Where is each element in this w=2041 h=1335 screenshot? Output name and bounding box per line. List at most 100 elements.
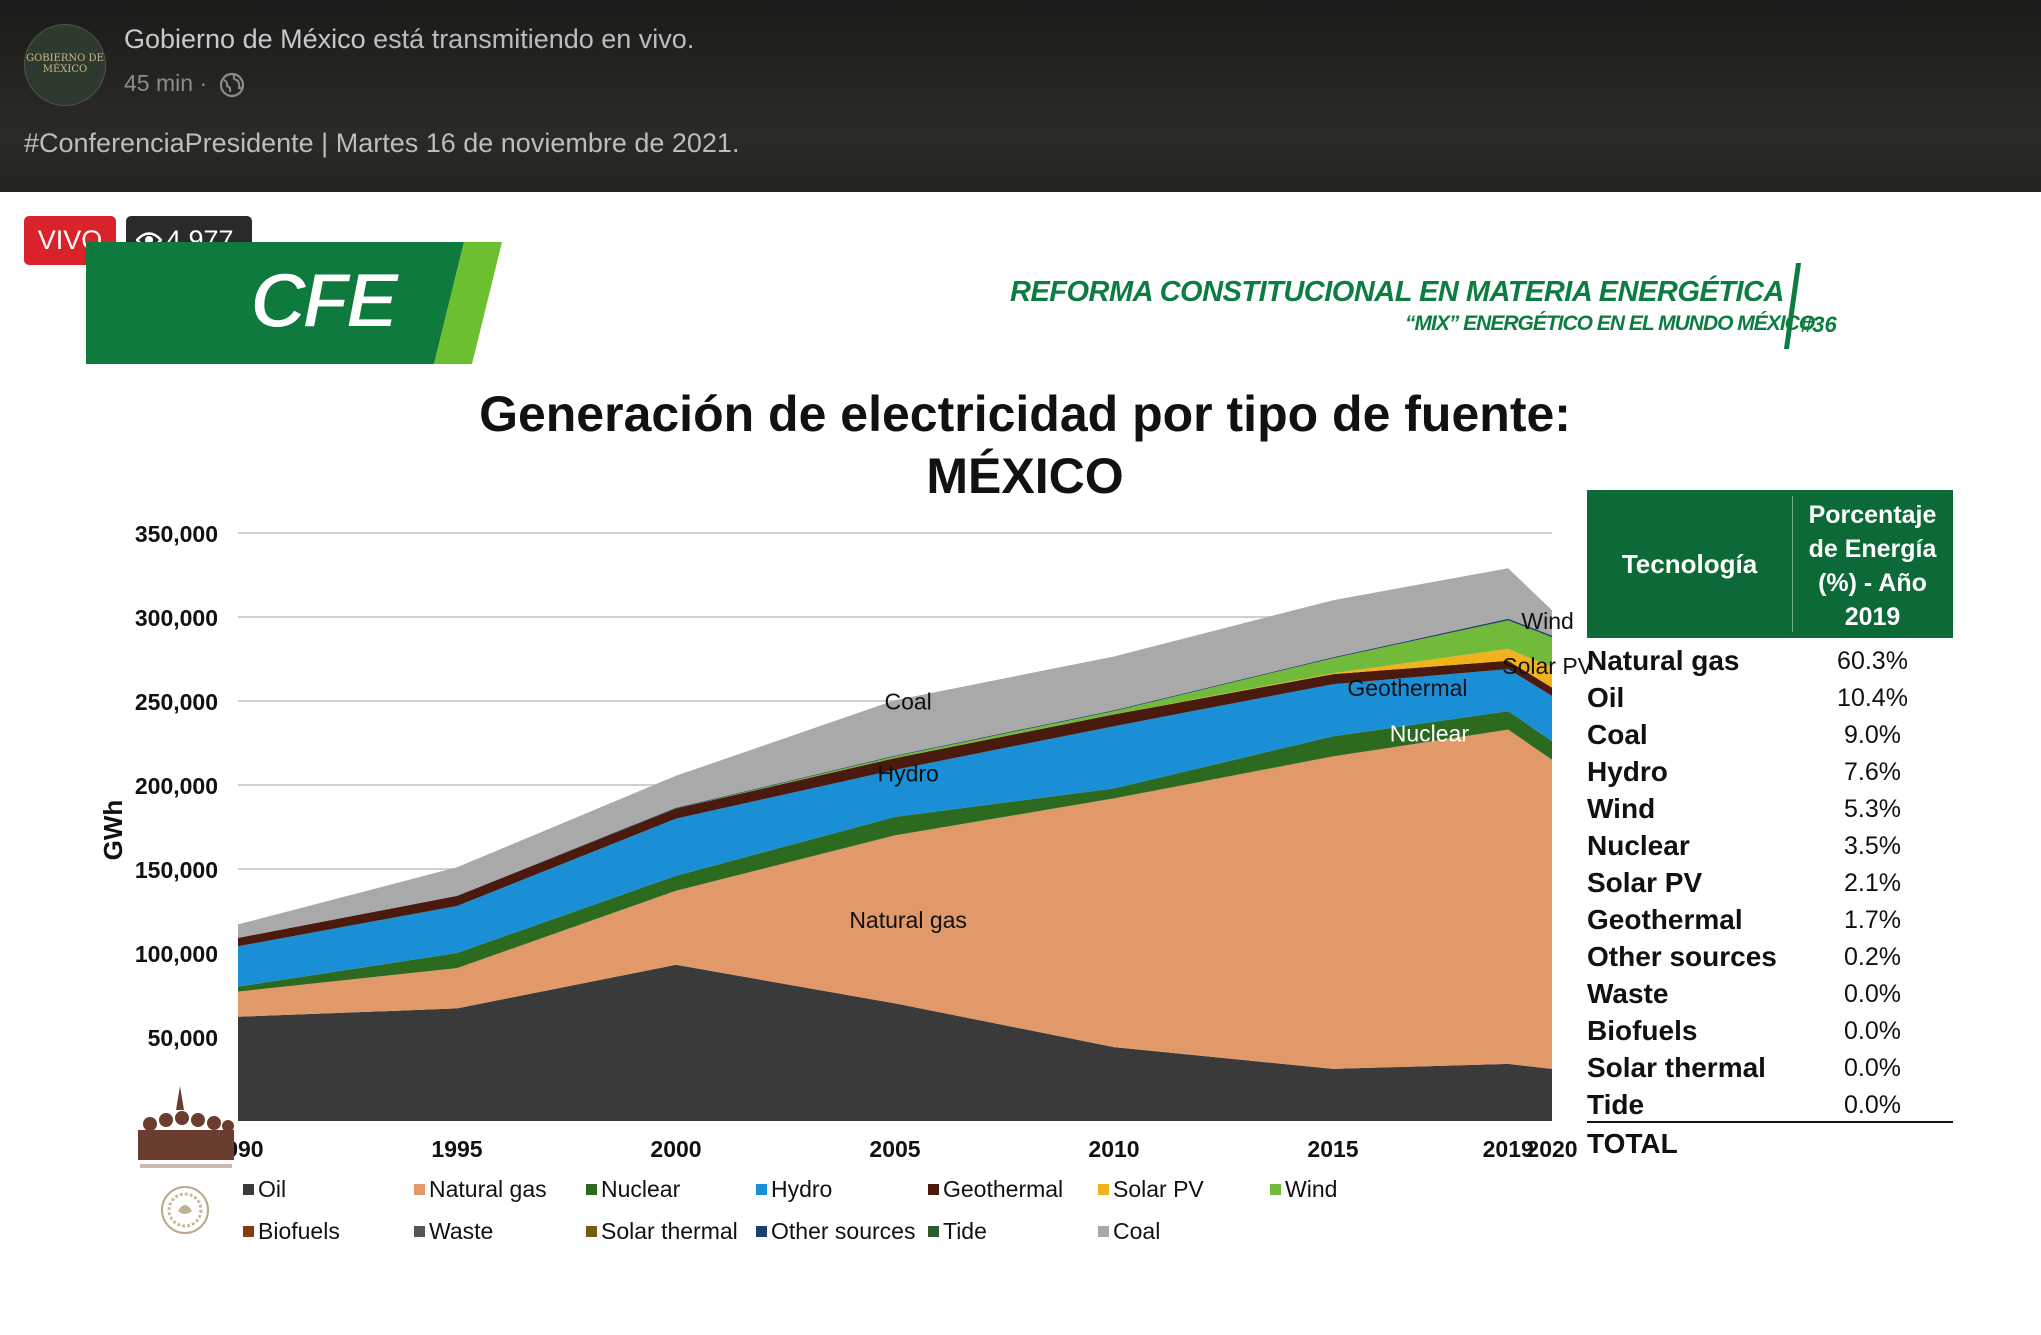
legend-swatch [756, 1184, 767, 1195]
meta-separator: · [199, 70, 208, 96]
y-tick-label: 300,000 [135, 605, 218, 631]
chart-annotations: Coal Hydro Natural gas Geothermal Nuclear Win… [849, 608, 1593, 933]
x-tick-label: 2015 [1307, 1136, 1358, 1162]
x-tick-label: 1995 [431, 1136, 482, 1162]
slide-header-subtitle: “MIX” ENERGÉTICO EN EL MUNDO MÉXICO [1405, 312, 1815, 335]
slide-number: #36 [1800, 312, 1837, 337]
table-row: Solar thermal 0.0% [1587, 1052, 1953, 1089]
table-cell-percentage: 0.2% [1844, 943, 1901, 971]
table-cell-percentage: 2.1% [1844, 869, 1901, 897]
area-series-oil [238, 964, 1552, 1121]
table-row: Tide 0.0% [1587, 1089, 1953, 1126]
table-cell-technology: Wind [1587, 793, 1656, 824]
area-label: Solar PV [1502, 653, 1593, 679]
table-row: Oil 10.4% [1587, 682, 1953, 719]
legend-swatch [1098, 1184, 1109, 1195]
area-series-natural-gas [238, 729, 1552, 1069]
slide-header-title: REFORMA CONSTITUCIONAL EN MATERIA ENERGÉ… [1010, 276, 1784, 308]
legend-swatch [414, 1184, 425, 1195]
table-cell-technology: Coal [1587, 719, 1648, 750]
area-series-geothermal [238, 660, 1552, 947]
table-cell-technology: Solar thermal [1587, 1052, 1766, 1083]
heroes-emblem-icon [138, 1086, 234, 1168]
table-header-percentage: Porcentaje de Energía (%) - Año 2019 [1792, 498, 1953, 634]
table-header-line: Porcentaje [1808, 501, 1937, 529]
chart-title: Generación de electricidad por tipo de f… [400, 383, 1650, 507]
table-cell-technology: Oil [1587, 682, 1625, 713]
area-label: Nuclear [1390, 720, 1470, 746]
table-cell-technology: Natural gas [1587, 645, 1740, 676]
y-tick-label: 250,000 [135, 689, 218, 715]
table-cell-percentage: 3.5% [1844, 832, 1901, 860]
table-row: Geothermal 1.7% [1587, 904, 1953, 941]
chart-areas [238, 568, 1552, 1121]
legend-swatch [756, 1226, 767, 1237]
table-cell-technology: Solar PV [1587, 867, 1703, 898]
legend-label: Solar PV [1113, 1176, 1204, 1202]
area-series-coal [238, 568, 1552, 938]
national-seal-icon [161, 1186, 209, 1234]
area-series-hydro [238, 669, 1552, 987]
legend-label: Biofuels [258, 1218, 340, 1244]
table-cell-percentage: 0.0% [1844, 980, 1901, 1008]
table-header-line: de Energía [1808, 535, 1937, 563]
y-tick-label: 200,000 [135, 773, 218, 799]
table-row: Coal 9.0% [1587, 719, 1953, 756]
y-axis-ticks: 50,000 100,000 150,000 200,000 250,000 300,00… [135, 521, 218, 1051]
x-tick-label: 2020 [1526, 1136, 1577, 1162]
globe-icon[interactable] [218, 71, 246, 99]
table-cell-percentage: 1.7% [1844, 906, 1901, 934]
table-row: Solar PV 2.1% [1587, 867, 1953, 904]
table-row: Biofuels 0.0% [1587, 1015, 1953, 1052]
legend-label: Coal [1113, 1218, 1160, 1244]
table-cell-technology: Nuclear [1587, 830, 1690, 861]
page-avatar[interactable]: GOBIERNO DE MÉXICO [24, 24, 106, 106]
y-tick-label: 350,000 [135, 521, 218, 547]
legend-label: Natural gas [429, 1176, 547, 1202]
table-header-technology: Tecnología [1621, 549, 1758, 579]
legend-label: Waste [429, 1218, 493, 1244]
legend-swatch [928, 1226, 939, 1237]
area-label: Hydro [877, 761, 938, 787]
legend-swatch [243, 1226, 254, 1237]
post-header: GOBIERNO DE MÉXICO Gobierno de México es… [0, 0, 2041, 192]
legend-label: Tide [943, 1218, 987, 1244]
table-cell-percentage: 0.0% [1844, 1017, 1901, 1045]
legend-label: Wind [1285, 1176, 1337, 1202]
table-cell-percentage: 9.0% [1844, 721, 1901, 749]
legend-swatch [586, 1226, 597, 1237]
table-cell-technology: Other sources [1587, 941, 1777, 972]
table-row: Natural gas 60.3% [1587, 645, 1953, 682]
table-cell-technology: Tide [1587, 1089, 1645, 1120]
y-tick-label: 50,000 [148, 1025, 218, 1051]
legend-label: Oil [258, 1176, 286, 1202]
x-tick-label: 2019 [1483, 1136, 1534, 1162]
x-tick-label: 2000 [650, 1136, 701, 1162]
table-row: Hydro 7.6% [1587, 756, 1953, 793]
y-tick-label: 150,000 [135, 857, 218, 883]
area-label: Geothermal [1347, 675, 1467, 701]
table-cell-technology: Geothermal [1587, 904, 1743, 935]
table-row: Wind 5.3% [1587, 793, 1953, 830]
legend-swatch [1270, 1184, 1281, 1195]
post-time[interactable]: 45 min [124, 70, 194, 96]
post-author-line: Gobierno de México está transmitiendo en… [124, 24, 694, 55]
page-name-link[interactable]: Gobierno de México [124, 24, 366, 54]
table-cell-technology: Hydro [1587, 756, 1668, 787]
y-tick-label: 100,000 [135, 941, 218, 967]
chart-title-line2: MÉXICO [926, 448, 1124, 504]
cfe-logo: CFE [249, 255, 399, 345]
table-header-line: 2019 [1844, 603, 1901, 631]
legend-label: Geothermal [943, 1176, 1063, 1202]
x-tick-label: 2010 [1088, 1136, 1139, 1162]
table-cell-percentage: 10.4% [1837, 684, 1908, 712]
table-cell-percentage: 0.0% [1844, 1054, 1901, 1082]
legend-label: Solar thermal [601, 1218, 738, 1244]
table-row: Waste 0.0% [1587, 978, 1953, 1015]
table-cell-percentage: 0.0% [1844, 1091, 1901, 1119]
area-series-nuclear [238, 711, 1552, 992]
table-cell-percentage: 7.6% [1844, 758, 1901, 786]
table-header: Tecnología Porcentaje de Energía (%) - A… [1587, 490, 1953, 638]
